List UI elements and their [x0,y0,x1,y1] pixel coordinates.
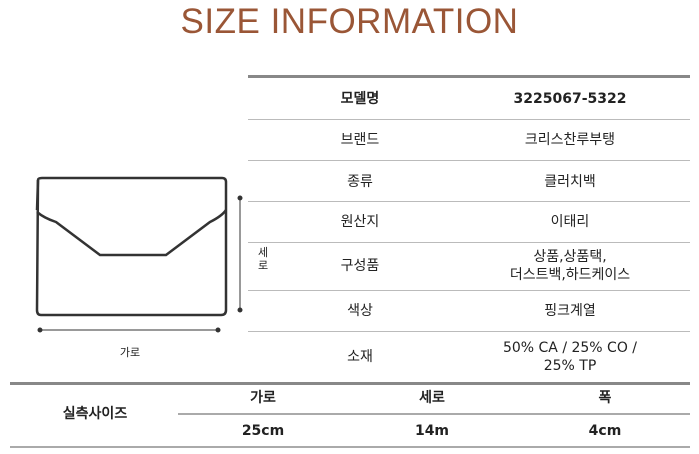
table-top-border [248,75,690,78]
divider [248,160,690,161]
spec-value: 클러치백 [544,174,596,190]
measure-table-bottom-border [10,446,690,448]
spec-value: 이태리 [550,214,590,230]
height-label: 세로 [258,246,269,272]
spec-value: 핑크계열 [544,303,596,319]
divider [248,119,690,120]
measure-value-height: 14m [414,423,450,439]
divider [248,331,690,332]
spec-label: 원산지 [340,214,380,230]
measure-label: 실측사이즈 [62,406,128,422]
divider [248,242,690,243]
measure-header-height: 세로 [419,390,445,406]
width-measure-line [37,327,221,333]
measure-table-top-border [10,382,690,385]
measure-value-depth: 4cm [588,423,622,439]
measure-header-depth: 폭 [598,390,612,406]
spec-value: 상품,상품택, 더스트백,하드케이스 [509,249,631,283]
spec-label: 모델명 [340,91,380,107]
measure-value-width: 25cm [241,423,285,439]
divider [178,413,690,415]
page-title: SIZE INFORMATION [180,2,519,41]
spec-label: 소재 [347,349,373,365]
width-label: 가로 [119,346,141,359]
clutch-bag-icon [35,176,228,317]
height-measure-line [237,195,243,313]
spec-label: 구성품 [340,258,380,274]
spec-label: 색상 [347,303,373,319]
spec-label: 종류 [347,174,373,190]
spec-value: 3225067-5322 [513,91,627,107]
clutch-bag-diagram [35,176,243,333]
spec-value: 크리스찬루부탱 [524,132,616,148]
spec-label: 브랜드 [340,132,380,148]
divider [248,290,690,291]
divider [248,201,690,202]
measure-header-width: 가로 [250,390,276,406]
spec-value: 50% CA / 25% CO / 25% TP [502,340,638,374]
